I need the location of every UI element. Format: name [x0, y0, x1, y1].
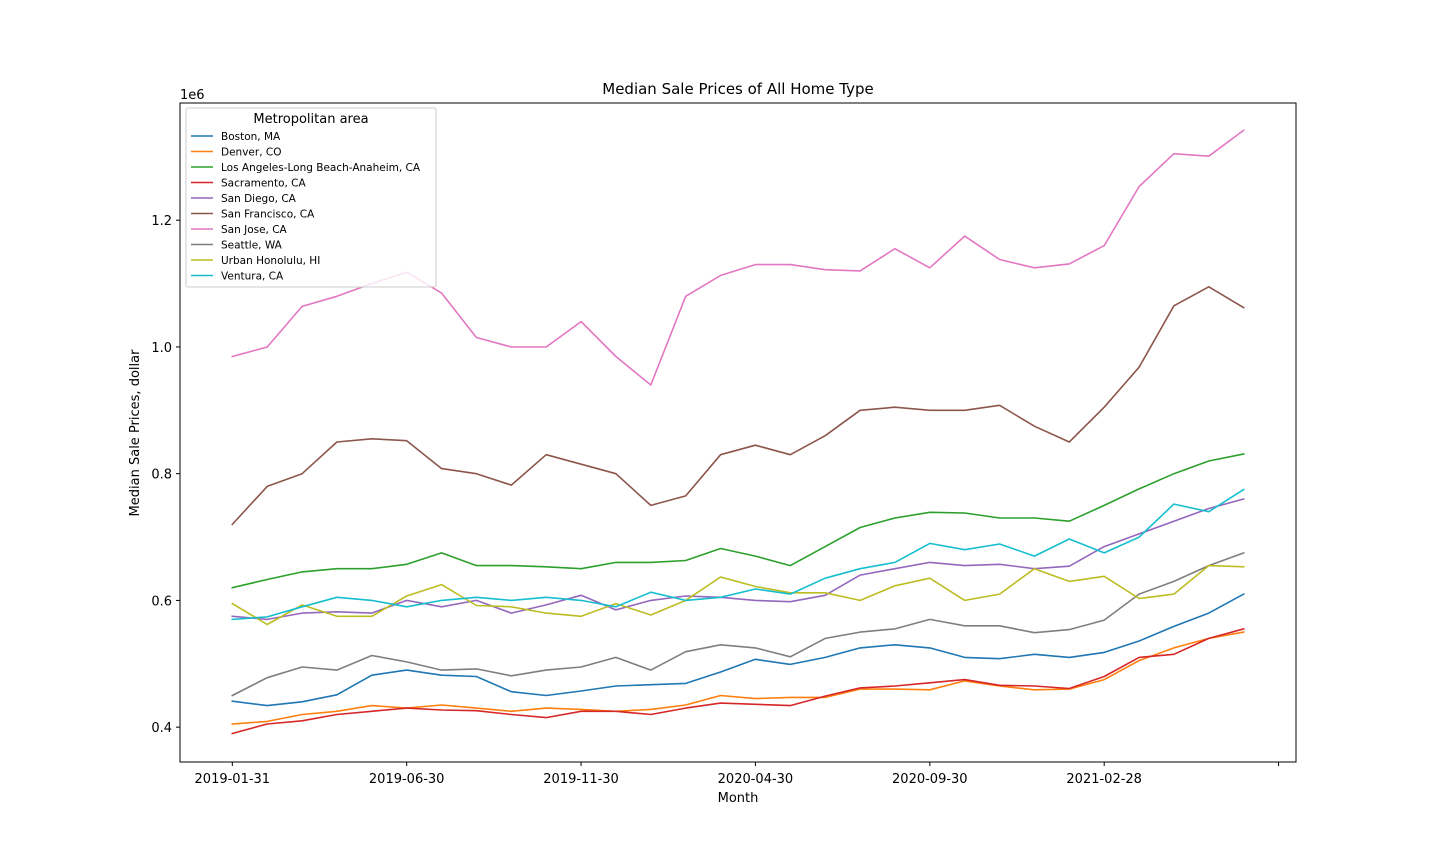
series-line-0 — [231, 593, 1245, 707]
legend-items: Boston, MA Denver, CO Los Angeles-Long Bea… — [191, 131, 421, 283]
x-tick-label-1: 2019-06-30 — [369, 772, 445, 787]
legend-title: Metropolitan area — [253, 112, 368, 127]
legend-label-4: San Diego, CA — [221, 193, 297, 205]
legend-label-3: Sacramento, CA — [221, 178, 307, 190]
series-line-7 — [231, 551, 1245, 697]
series-line-2 — [231, 453, 1245, 589]
legend-label-5: San Francisco, CA — [221, 209, 315, 221]
y-offset-label: 1e6 — [180, 88, 205, 103]
y-tick-label-4: 1.2 — [151, 214, 172, 229]
y-axis-label: Median Sale Prices, dollar — [128, 349, 143, 517]
legend-label-2: Los Angeles-Long Beach-Anaheim, CA — [221, 162, 421, 174]
legend-box — [185, 107, 437, 288]
legend-label-9: Ventura, CA — [221, 271, 284, 283]
ticks-layer: 2019-01-31 2019-06-30 2019-11-30 2020-04-30… — [151, 214, 1280, 787]
y-tick-label-1: 0.6 — [151, 594, 172, 609]
legend-label-6: San Jose, CA — [221, 224, 288, 236]
series-line-5 — [231, 285, 1245, 526]
legend-label-8: Urban Honolulu, HI — [221, 255, 320, 267]
legend-label-7: Seattle, WA — [221, 240, 283, 252]
x-tick-label-4: 2020-09-30 — [892, 772, 968, 787]
x-tick-label-3: 2020-04-30 — [718, 772, 794, 787]
series-line-1 — [231, 631, 1245, 725]
legend: Metropolitan area Boston, MA Denver, CO Lo… — [185, 107, 437, 288]
series-line-3 — [231, 627, 1245, 735]
y-tick-label-0: 0.4 — [151, 721, 172, 736]
series-line-9 — [231, 488, 1245, 621]
y-tick-label-3: 1.0 — [151, 341, 172, 356]
series-line-8 — [231, 564, 1245, 626]
series-line-4 — [231, 498, 1245, 621]
x-tick-label-0: 2019-01-31 — [195, 772, 271, 787]
x-tick-label-5: 2021-02-28 — [1066, 772, 1142, 787]
y-tick-label-2: 0.8 — [151, 468, 172, 483]
legend-label-1: Denver, CO — [221, 147, 281, 159]
legend-label-0: Boston, MA — [221, 131, 281, 143]
x-axis-label: Month — [718, 791, 759, 806]
chart-title: Median Sale Prices of All Home Type — [602, 80, 874, 98]
x-tick-label-2: 2019-11-30 — [543, 772, 619, 787]
plot-frame — [179, 102, 1297, 763]
